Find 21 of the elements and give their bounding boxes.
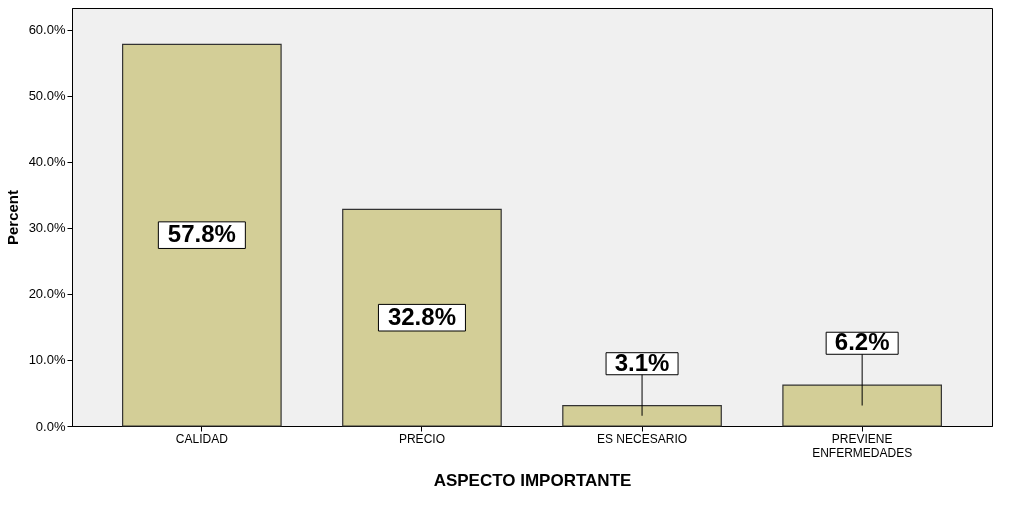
x-axis-title: ASPECTO IMPORTANTE bbox=[433, 470, 632, 490]
data-label: 6.2% bbox=[834, 328, 890, 356]
data-label: 32.8% bbox=[387, 302, 456, 330]
y-tick-label: 30.0% bbox=[28, 220, 66, 236]
x-tick-label: PREVIENE ENFERMEDADES bbox=[812, 431, 913, 460]
y-tick-label: 0.0% bbox=[35, 418, 66, 434]
bar bbox=[122, 43, 282, 427]
y-axis-title: Percent bbox=[3, 189, 21, 246]
y-tick-label: 40.0% bbox=[28, 154, 66, 170]
x-tick-label: ES NECESARIO bbox=[597, 431, 688, 446]
data-label: 3.1% bbox=[614, 348, 670, 376]
x-tick-label: CALIDAD bbox=[175, 431, 229, 446]
y-tick-label: 10.0% bbox=[28, 352, 66, 368]
bar bbox=[782, 384, 942, 427]
data-label: 57.8% bbox=[167, 220, 236, 248]
x-tick-label: PRECIO bbox=[398, 431, 445, 446]
y-tick-label: 20.0% bbox=[28, 286, 66, 302]
y-tick-label: 60.0% bbox=[28, 22, 66, 38]
bar bbox=[562, 404, 722, 427]
bar bbox=[342, 208, 502, 427]
y-tick-label: 50.0% bbox=[28, 88, 66, 104]
